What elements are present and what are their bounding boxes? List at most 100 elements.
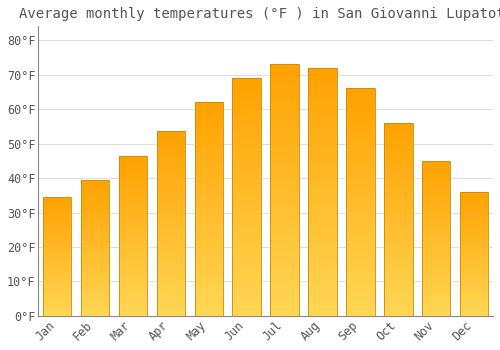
Bar: [384, 289, 412, 291]
Bar: [346, 284, 374, 286]
Bar: [346, 139, 374, 141]
Bar: [460, 262, 488, 264]
Bar: [308, 174, 336, 177]
Bar: [43, 246, 72, 247]
Bar: [43, 253, 72, 254]
Bar: [43, 262, 72, 264]
Bar: [346, 202, 374, 204]
Bar: [81, 268, 110, 270]
Bar: [43, 257, 72, 258]
Bar: [232, 152, 261, 154]
Bar: [119, 237, 147, 239]
Bar: [422, 172, 450, 173]
Bar: [194, 194, 223, 196]
Bar: [232, 118, 261, 121]
Bar: [422, 289, 450, 291]
Bar: [308, 92, 336, 95]
Bar: [156, 292, 185, 294]
Bar: [43, 236, 72, 237]
Bar: [43, 201, 72, 202]
Bar: [384, 202, 412, 204]
Bar: [460, 220, 488, 222]
Bar: [232, 302, 261, 304]
Bar: [156, 145, 185, 146]
Bar: [346, 302, 374, 304]
Bar: [43, 295, 72, 296]
Bar: [81, 195, 110, 196]
Bar: [156, 244, 185, 246]
Bar: [422, 307, 450, 308]
Bar: [232, 228, 261, 230]
Bar: [384, 160, 412, 161]
Bar: [119, 253, 147, 255]
Bar: [81, 240, 110, 241]
Bar: [346, 109, 374, 111]
Bar: [346, 257, 374, 259]
Bar: [232, 168, 261, 171]
Bar: [460, 282, 488, 284]
Bar: [81, 217, 110, 218]
Bar: [43, 218, 72, 219]
Bar: [194, 147, 223, 149]
Bar: [384, 217, 412, 219]
Bar: [156, 283, 185, 285]
Bar: [460, 314, 488, 315]
Bar: [43, 208, 72, 209]
Bar: [346, 116, 374, 118]
Bar: [43, 265, 72, 266]
Bar: [422, 240, 450, 241]
Bar: [232, 216, 261, 218]
Bar: [270, 74, 299, 77]
Bar: [43, 255, 72, 257]
Bar: [346, 104, 374, 106]
Bar: [43, 197, 72, 316]
Bar: [422, 285, 450, 287]
Bar: [270, 137, 299, 140]
Bar: [119, 306, 147, 308]
Bar: [346, 111, 374, 113]
Bar: [119, 157, 147, 159]
Bar: [422, 226, 450, 228]
Bar: [422, 291, 450, 293]
Bar: [43, 274, 72, 275]
Bar: [308, 264, 336, 266]
Bar: [308, 100, 336, 103]
Bar: [194, 288, 223, 290]
Bar: [384, 148, 412, 150]
Bar: [194, 139, 223, 141]
Bar: [270, 87, 299, 89]
Bar: [422, 180, 450, 181]
Bar: [194, 186, 223, 188]
Bar: [308, 229, 336, 232]
Bar: [156, 279, 185, 281]
Bar: [384, 133, 412, 134]
Bar: [156, 270, 185, 272]
Bar: [346, 295, 374, 298]
Bar: [422, 284, 450, 285]
Bar: [119, 258, 147, 260]
Bar: [422, 260, 450, 262]
Bar: [308, 286, 336, 289]
Bar: [43, 234, 72, 235]
Bar: [81, 206, 110, 207]
Bar: [81, 270, 110, 271]
Bar: [422, 238, 450, 240]
Bar: [460, 245, 488, 246]
Bar: [422, 246, 450, 248]
Bar: [384, 225, 412, 227]
Bar: [422, 293, 450, 294]
Bar: [232, 197, 261, 199]
Bar: [384, 129, 412, 131]
Bar: [43, 261, 72, 262]
Bar: [119, 204, 147, 205]
Bar: [422, 169, 450, 170]
Bar: [81, 226, 110, 228]
Bar: [460, 305, 488, 306]
Bar: [194, 297, 223, 299]
Bar: [460, 209, 488, 210]
Bar: [81, 211, 110, 212]
Bar: [43, 305, 72, 307]
Bar: [43, 231, 72, 233]
Bar: [346, 93, 374, 95]
Bar: [119, 197, 147, 199]
